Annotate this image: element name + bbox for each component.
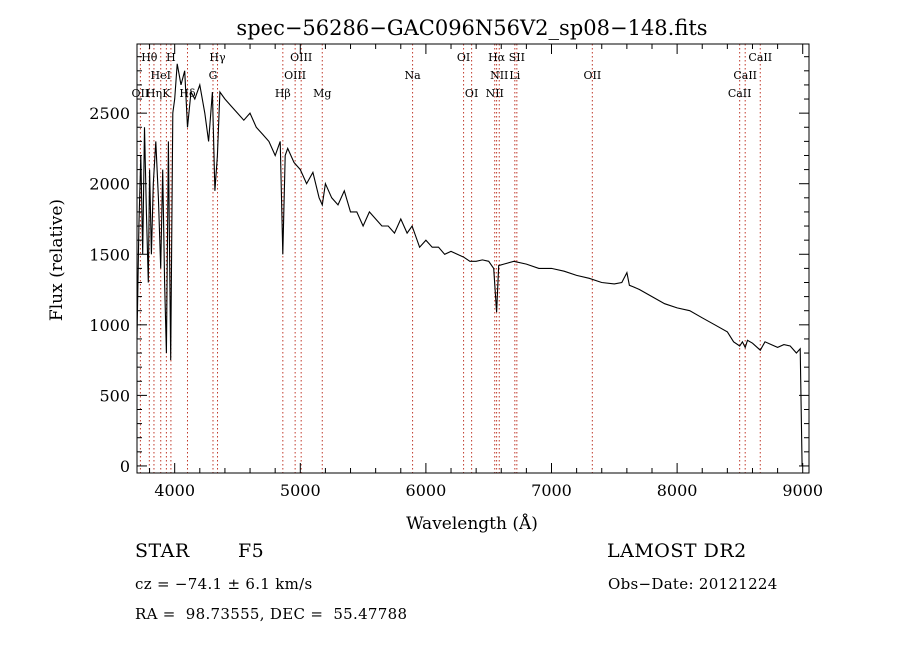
line-label: OII	[583, 69, 601, 82]
y-tick-label: 500	[99, 386, 130, 405]
line-label: CaII	[733, 69, 757, 82]
x-tick-label: 6000	[406, 481, 447, 500]
object-type: STAR	[135, 540, 190, 562]
line-label: OIII	[284, 69, 306, 82]
spectrum-line	[136, 63, 803, 467]
line-label: Hθ	[141, 51, 158, 64]
y-tick-label: 0	[120, 457, 130, 476]
line-label: Hα	[488, 51, 506, 64]
line-label: G	[209, 69, 218, 82]
obs-date: Obs−Date: 20121224	[608, 575, 778, 593]
line-label: OIII	[290, 51, 312, 64]
line-label: Li	[509, 69, 520, 82]
axis-ticks: 4000 5000 6000 7000 8000 9000 0 500 1000 1500 2000…	[89, 44, 823, 500]
x-axis-label: Wavelength (Å)	[406, 513, 538, 534]
x-tick-label: 4000	[154, 481, 195, 500]
line-label: HeI	[151, 69, 171, 82]
line-label: Hβ	[275, 87, 291, 100]
y-tick-label: 2500	[89, 104, 130, 123]
x-tick-label: 7000	[531, 481, 572, 500]
y-tick-label: 1000	[89, 316, 130, 335]
x-tick-label: 8000	[657, 481, 698, 500]
line-label: OI	[465, 87, 478, 100]
subclass: F5	[238, 540, 265, 562]
y-tick-label: 2000	[89, 175, 130, 194]
line-label: OII	[132, 87, 150, 100]
coordinates: RA = 98.73555, DEC = 55.47788	[135, 605, 408, 623]
line-label: CaII	[748, 51, 772, 64]
line-label: Hη	[146, 87, 162, 100]
line-label: H	[166, 51, 176, 64]
line-label: Hγ	[209, 51, 226, 64]
line-label: Hδ	[179, 87, 196, 100]
line-label: OI	[457, 51, 470, 64]
line-label: K	[162, 87, 171, 100]
line-label: Na	[404, 69, 421, 82]
line-markers	[139, 44, 761, 473]
y-axis-label: Flux (relative)	[47, 199, 67, 321]
chart-title: spec−56286−GAC096N56V2_sp08−148.fits	[236, 16, 707, 40]
survey-name: LAMOST DR2	[607, 540, 747, 562]
line-label: NII	[486, 87, 504, 100]
line-label: Mg	[313, 87, 331, 100]
line-label: NII	[490, 69, 508, 82]
x-tick-label: 9000	[782, 481, 823, 500]
line-label: CaII	[728, 87, 752, 100]
y-tick-label: 1500	[89, 245, 130, 264]
plot-frame	[136, 43, 810, 474]
x-tick-label: 5000	[280, 481, 321, 500]
line-label: SII	[509, 51, 525, 64]
redshift-cz: cz = −74.1 ± 6.1 km/s	[135, 575, 313, 593]
